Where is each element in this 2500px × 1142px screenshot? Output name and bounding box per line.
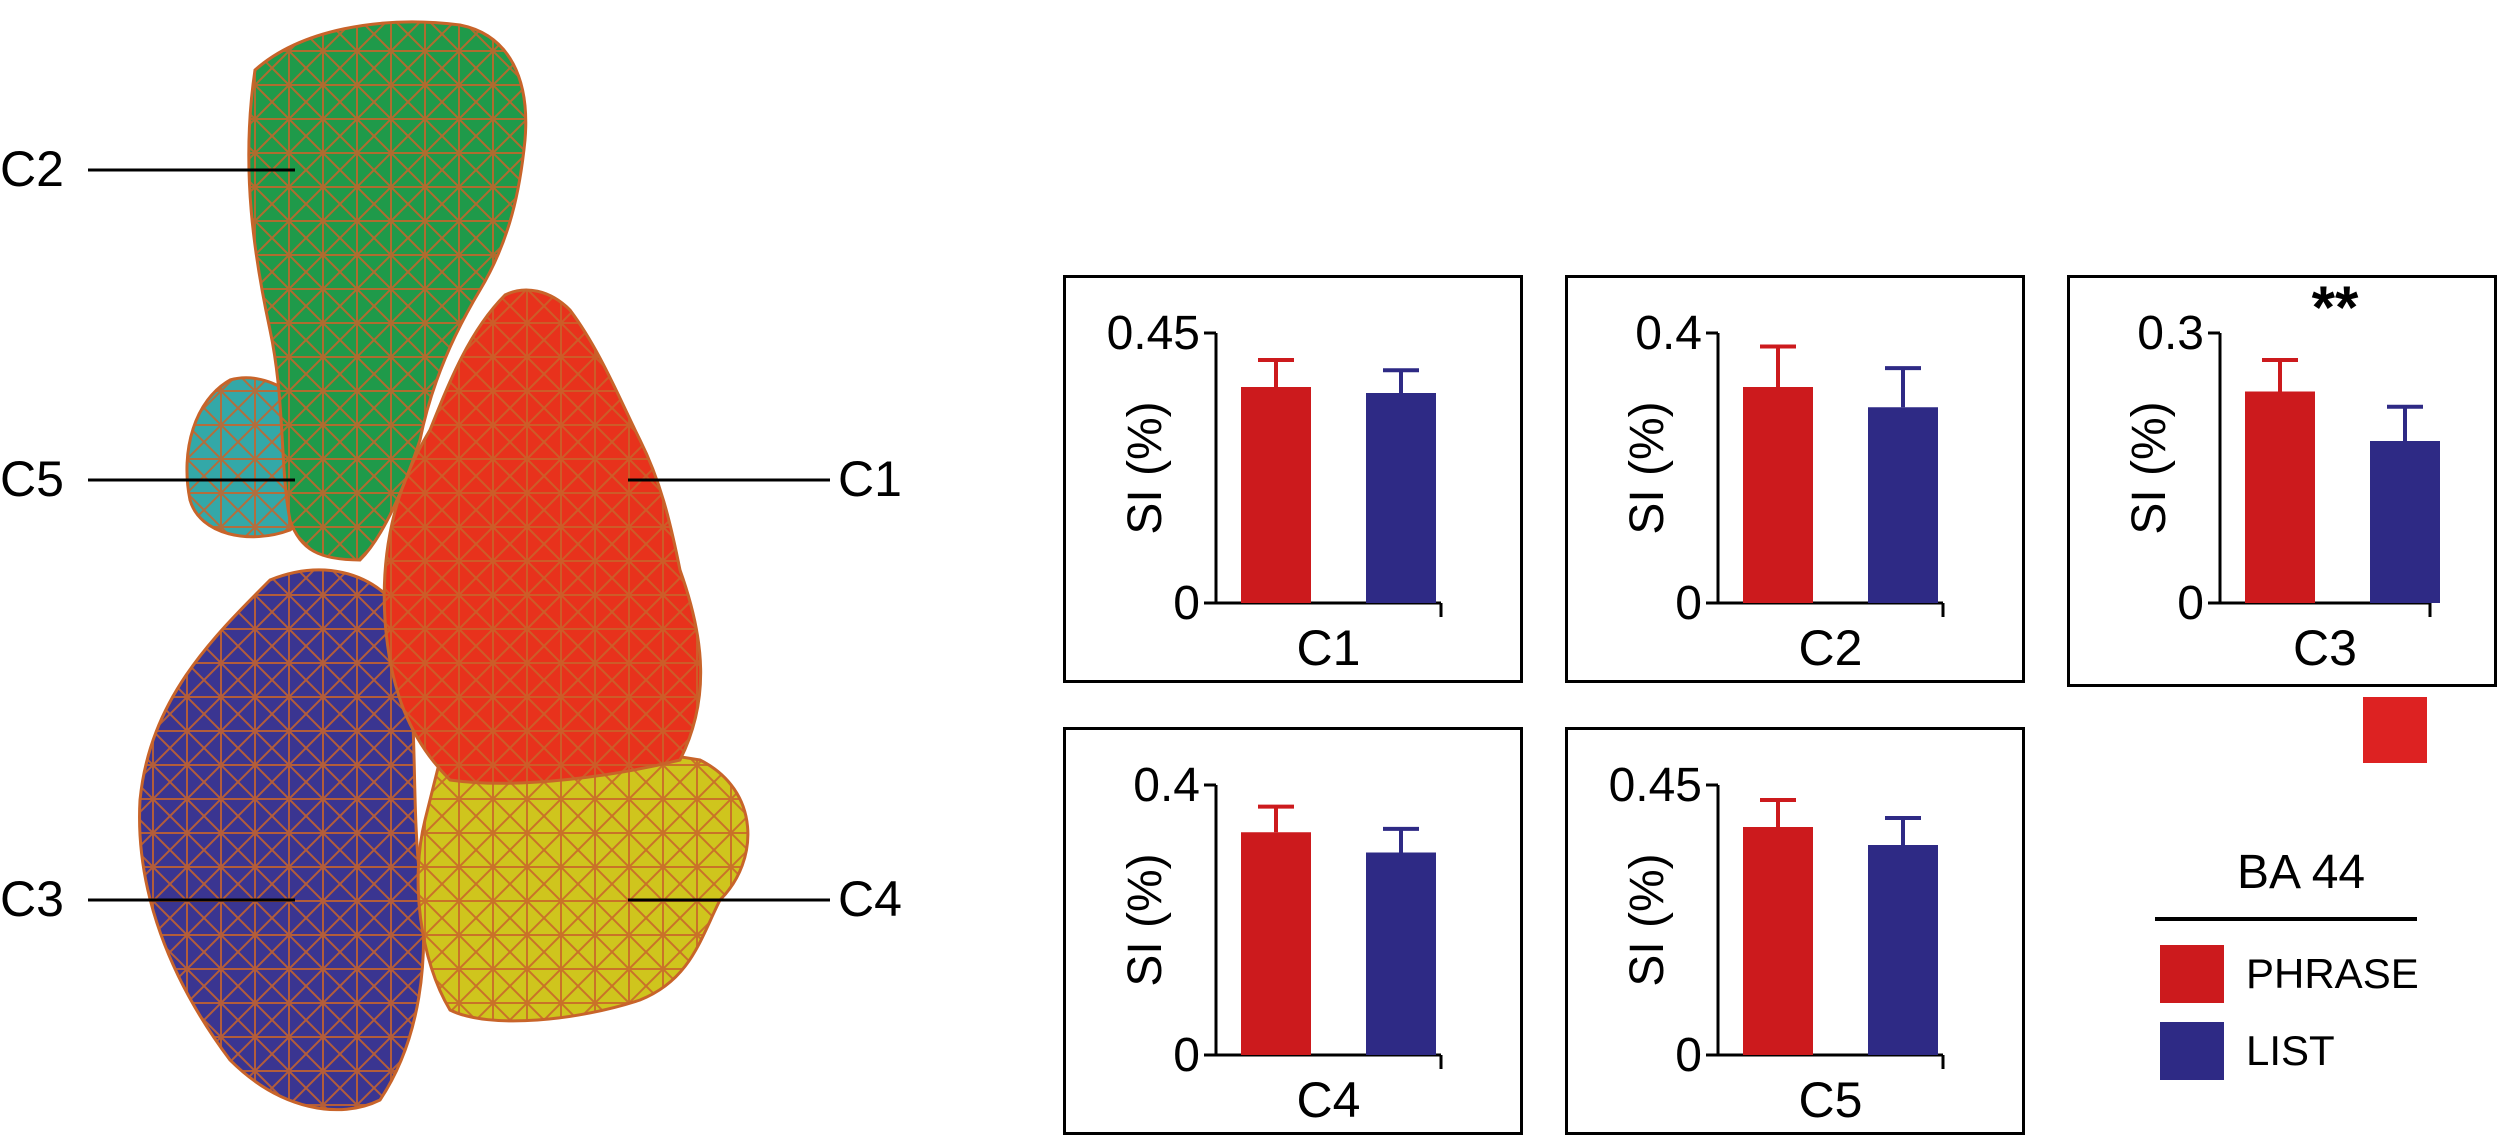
y-tick-label: 0.45 <box>1107 307 1200 360</box>
bar-phrase <box>1743 827 1813 1055</box>
bar-list <box>1868 845 1938 1055</box>
y-tick-label: 0 <box>2177 577 2204 630</box>
region-c4 <box>416 745 750 1023</box>
y-axis-label: SI (%) <box>2123 401 2176 534</box>
brain-label-lines <box>88 168 830 902</box>
y-tick-label: 0 <box>1675 577 1702 630</box>
y-axis-label: SI (%) <box>1621 401 1674 534</box>
region-c1 <box>382 288 703 785</box>
chart-panel-c5: 0.45 0 SI (%) C5 <box>1565 727 2025 1135</box>
chart-c3: 0.3 0SI (%) C3 ** <box>2123 274 2440 676</box>
x-axis-label: C1 <box>1297 620 1361 676</box>
brain-label-c5: C5 <box>0 451 64 507</box>
x-axis-label: C3 <box>2293 620 2357 676</box>
chart-c4: 0.4 0SI (%) C4 <box>1119 759 1443 1128</box>
region-c3 <box>138 568 426 1112</box>
x-axis-label: C4 <box>1297 1072 1361 1128</box>
legend-title: BA 44 <box>2237 846 2366 899</box>
extra-red-swatch <box>2363 697 2427 763</box>
y-axis-label: SI (%) <box>1119 853 1172 986</box>
y-tick-label: 0.3 <box>2137 307 2204 360</box>
chart-c2: 0.4 0SI (%) C2 <box>1621 307 1945 676</box>
brain-region-rendering: C2 C5 C1 C3 C4 <box>0 20 902 1112</box>
legend-rule <box>2155 917 2417 921</box>
brain-label-c3: C3 <box>0 871 64 927</box>
chart-panel-c2: 0.4 0 SI (%) C2 <box>1565 275 2025 683</box>
brain-label-c4: C4 <box>838 871 902 927</box>
region-c2 <box>247 20 528 562</box>
chart-c1: 0.45 0SI (%) C1 <box>1107 307 1443 676</box>
chart-panel-c4: 0.4 0 SI (%) C4 <box>1063 727 1523 1135</box>
legend-swatch-list <box>2160 1022 2224 1080</box>
significance-annotation: ** <box>2312 274 2359 341</box>
bar-list <box>2370 441 2440 603</box>
y-tick-label: 0 <box>1675 1029 1702 1082</box>
chart-panel-c3: 0.3 0 SI (%) C3 ** <box>2067 274 2497 687</box>
y-tick-label: 0.4 <box>1133 759 1200 812</box>
bar-phrase <box>2245 391 2315 603</box>
bar-phrase <box>1241 832 1311 1055</box>
y-axis-label: SI (%) <box>1119 401 1172 534</box>
y-tick-label: 0 <box>1173 577 1200 630</box>
y-axis-label: SI (%) <box>1621 853 1674 986</box>
bar-phrase <box>1743 387 1813 603</box>
legend-swatch-phrase <box>2160 945 2224 1003</box>
chart-c5: 0.45 0SI (%) C5 <box>1609 759 1945 1128</box>
legend-label-phrase: PHRASE <box>2246 950 2419 997</box>
bar-list <box>1868 407 1938 603</box>
bar-list <box>1366 393 1436 603</box>
legend-label-list: LIST <box>2246 1027 2335 1074</box>
y-tick-label: 0.4 <box>1635 307 1702 360</box>
chart-panel-c1: 0.45 0 SI (%) C1 <box>1063 275 1523 683</box>
brain-label-c1: C1 <box>838 451 902 507</box>
y-tick-label: 0.45 <box>1609 759 1702 812</box>
y-tick-label: 0 <box>1173 1029 1200 1082</box>
bar-list <box>1366 852 1436 1055</box>
bar-phrase <box>1241 387 1311 603</box>
x-axis-label: C2 <box>1799 620 1863 676</box>
brain-label-c2: C2 <box>0 141 64 197</box>
x-axis-label: C5 <box>1799 1072 1863 1128</box>
